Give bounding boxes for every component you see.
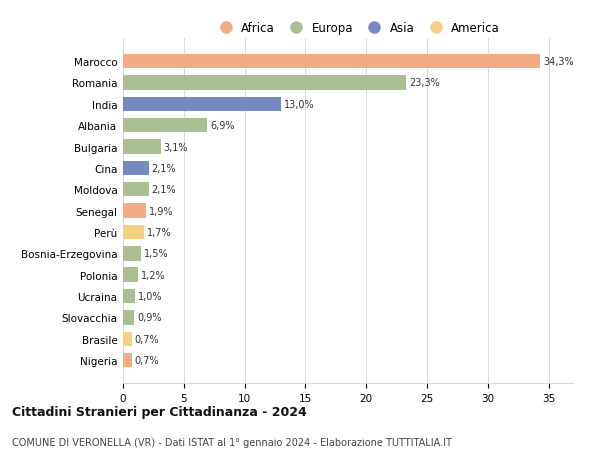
Text: 0,9%: 0,9% <box>137 313 161 323</box>
Bar <box>123 76 406 90</box>
Legend: Africa, Europa, Asia, America: Africa, Europa, Asia, America <box>209 17 505 40</box>
Text: 1,2%: 1,2% <box>140 270 165 280</box>
Bar <box>123 353 131 368</box>
Text: 1,9%: 1,9% <box>149 206 173 216</box>
Text: 13,0%: 13,0% <box>284 100 315 110</box>
Text: 0,7%: 0,7% <box>134 334 159 344</box>
Text: 23,3%: 23,3% <box>409 78 440 88</box>
Text: COMUNE DI VERONELLA (VR) - Dati ISTAT al 1° gennaio 2024 - Elaborazione TUTTITAL: COMUNE DI VERONELLA (VR) - Dati ISTAT al… <box>12 437 452 447</box>
Bar <box>123 289 135 304</box>
Bar <box>123 310 134 325</box>
Bar <box>123 118 207 133</box>
Text: 2,1%: 2,1% <box>152 163 176 174</box>
Text: 34,3%: 34,3% <box>543 57 574 67</box>
Bar <box>123 204 146 218</box>
Bar <box>123 55 540 69</box>
Text: 2,1%: 2,1% <box>152 185 176 195</box>
Text: Cittadini Stranieri per Cittadinanza - 2024: Cittadini Stranieri per Cittadinanza - 2… <box>12 405 307 419</box>
Bar <box>123 268 137 282</box>
Text: 3,1%: 3,1% <box>164 142 188 152</box>
Bar <box>123 225 143 240</box>
Text: 0,7%: 0,7% <box>134 355 159 365</box>
Bar <box>123 97 281 112</box>
Text: 1,0%: 1,0% <box>138 291 163 302</box>
Bar <box>123 332 131 346</box>
Bar <box>123 161 149 176</box>
Text: 1,5%: 1,5% <box>144 249 169 259</box>
Text: 1,7%: 1,7% <box>147 228 172 237</box>
Bar <box>123 183 149 197</box>
Bar <box>123 246 141 261</box>
Text: 6,9%: 6,9% <box>210 121 235 131</box>
Bar <box>123 140 161 154</box>
